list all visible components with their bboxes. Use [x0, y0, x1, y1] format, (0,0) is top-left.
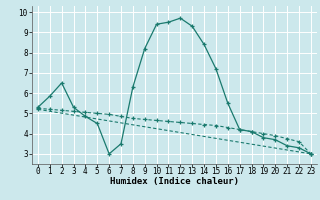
X-axis label: Humidex (Indice chaleur): Humidex (Indice chaleur): [110, 177, 239, 186]
